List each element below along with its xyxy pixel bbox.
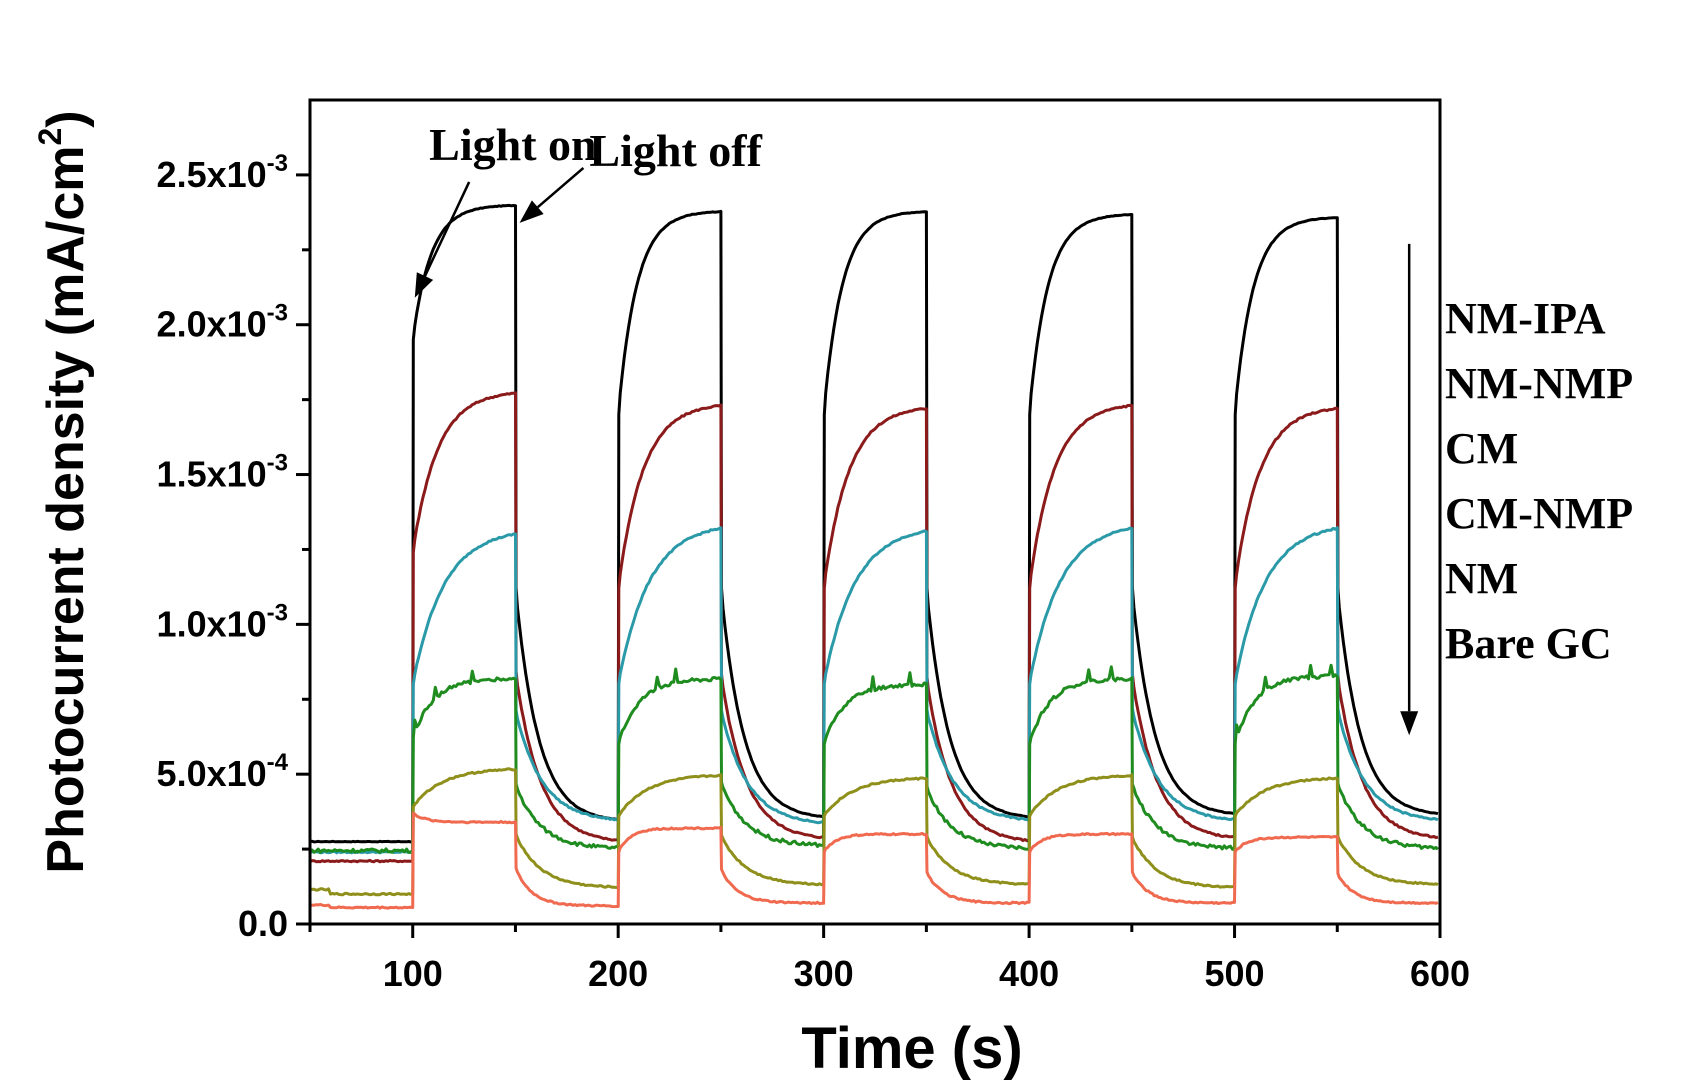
series-line-nm-nmp: [309, 391, 1439, 864]
light-on-arrow-head: [414, 272, 434, 298]
x-tick-label-200: 200: [588, 953, 648, 994]
y-tick-label-4: 2.0x10-3: [157, 300, 288, 345]
y-axis-title-close: ): [37, 110, 95, 127]
legend-label-nm-nmp: NM-NMP: [1445, 359, 1633, 408]
y-axis-title-superscript: 2: [32, 128, 68, 146]
series-line-nm-ipa: [309, 203, 1439, 844]
light-off-arrow-line: [536, 166, 585, 209]
y-axis-title-main: Photocurrent density (mA/cm: [37, 146, 95, 874]
series-line-cm-nmp: [309, 663, 1439, 854]
ticks-layer: 100 200 300 400 500 600 0.0 5.0x10-4 1.0x10-3 1.5…: [157, 150, 1470, 994]
y-tick-label-2: 1.0x10-3: [157, 599, 288, 644]
x-tick-label-400: 400: [999, 953, 1059, 994]
series-layer: [309, 203, 1439, 910]
series-line-cm: [309, 526, 1439, 855]
y-tick-label-5: 2.5x10-3: [157, 150, 288, 195]
light-on-arrow-line: [423, 181, 471, 277]
legend-arrow-head: [1400, 711, 1419, 736]
series-line-bare-gc: [309, 811, 1439, 910]
x-tick-label-600: 600: [1410, 953, 1470, 994]
x-axis-title: Time (s): [801, 1016, 1022, 1081]
legend-label-nm-ipa: NM-IPA: [1445, 294, 1606, 343]
legend-label-bare-gc: Bare GC: [1445, 619, 1612, 668]
y-tick-label-1: 5.0x10-4: [157, 749, 289, 794]
legend-label-cm: CM: [1445, 424, 1518, 473]
x-tick-label-300: 300: [794, 953, 854, 994]
plot-frame: [308, 98, 1442, 926]
annotation-light-on: Light on: [429, 119, 596, 170]
series-line-nm: [309, 767, 1439, 897]
legend: NM-IPA NM-NMP CM CM-NMP NM Bare GC: [1445, 294, 1633, 668]
light-off-arrow-head: [519, 200, 544, 223]
x-tick-label-500: 500: [1205, 953, 1265, 994]
y-tick-label-0: 0.0: [238, 903, 288, 944]
legend-label-cm-nmp: CM-NMP: [1445, 489, 1633, 538]
y-tick-label-3: 1.5x10-3: [157, 450, 288, 495]
legend-label-nm: NM: [1445, 554, 1518, 603]
annotation-light-off: Light off: [589, 125, 762, 176]
x-tick-label-100: 100: [383, 953, 443, 994]
y-axis-title: Photocurrent density (mA/cm2): [32, 110, 95, 873]
